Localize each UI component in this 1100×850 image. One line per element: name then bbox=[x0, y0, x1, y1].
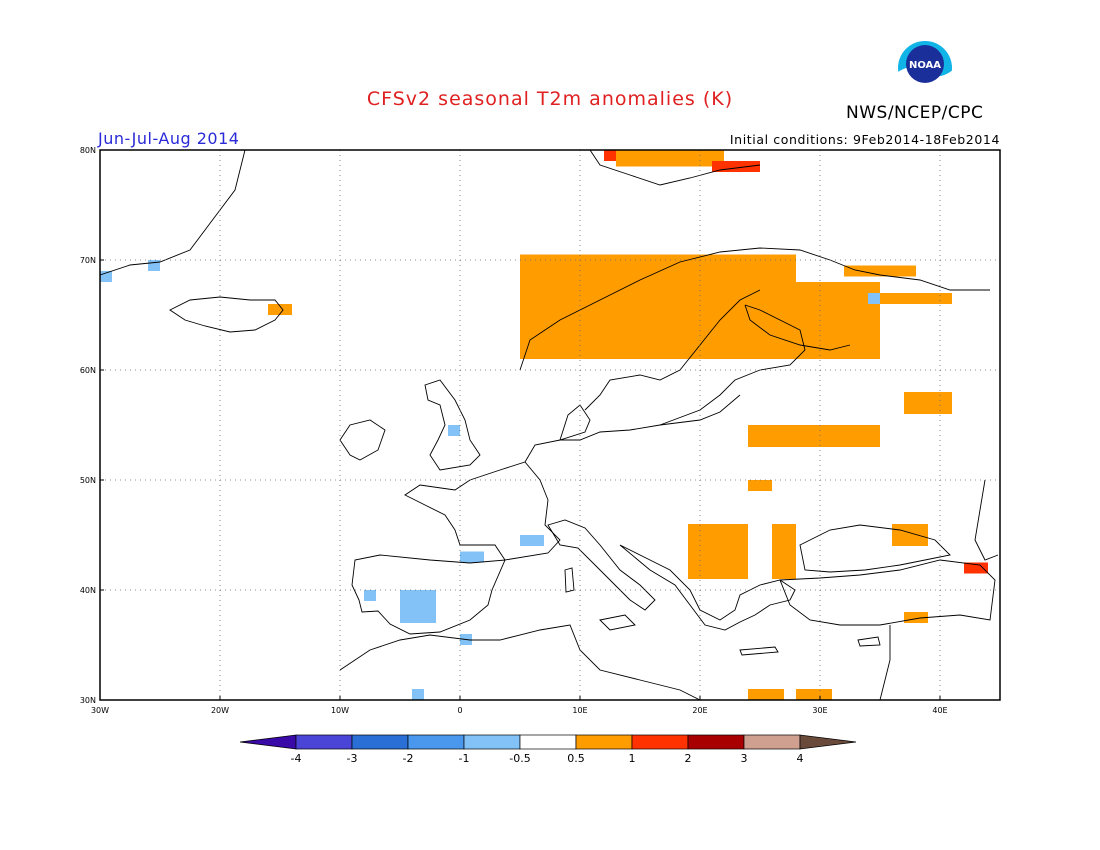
colorbar-label: 0.5 bbox=[567, 752, 585, 765]
anomaly-cell bbox=[904, 392, 952, 414]
anomaly-cell bbox=[616, 150, 724, 167]
anomaly-cell bbox=[868, 293, 880, 304]
colorbar-label: 3 bbox=[741, 752, 748, 765]
sicily-coast bbox=[599, 614, 636, 631]
colorbar-label: -4 bbox=[291, 752, 302, 765]
anomaly-cell bbox=[604, 150, 616, 161]
denmark-coast bbox=[559, 404, 591, 441]
anomaly-cell bbox=[892, 524, 928, 546]
anomaly-cell bbox=[748, 425, 880, 447]
north-sea-coast bbox=[524, 394, 741, 463]
lat-tick-label: 30N bbox=[80, 696, 96, 705]
anomaly-cell bbox=[100, 271, 112, 282]
colorbar-label: -2 bbox=[403, 752, 414, 765]
map-frame bbox=[99, 149, 1001, 701]
colorbar-label: 4 bbox=[797, 752, 804, 765]
anomaly-cell bbox=[964, 562, 988, 574]
anomaly-cell bbox=[712, 161, 760, 172]
coastlines bbox=[100, 150, 999, 700]
turkey-coast bbox=[779, 559, 996, 626]
chart-title: CFSv2 seasonal T2m anomalies (K) bbox=[366, 88, 734, 110]
iberia-coast bbox=[351, 554, 506, 635]
graticule bbox=[100, 150, 1000, 700]
lat-tick-label: 70N bbox=[80, 256, 96, 265]
colorbar-label: -0.5 bbox=[509, 752, 530, 765]
italy-coast bbox=[547, 519, 656, 611]
colorbar-label: -1 bbox=[459, 752, 470, 765]
anomaly-cell bbox=[748, 480, 772, 491]
colorbar-segment bbox=[687, 734, 745, 750]
anomaly-cell bbox=[772, 524, 796, 579]
lat-tick-label: 60N bbox=[80, 366, 96, 375]
britain-coast bbox=[424, 379, 481, 471]
anomaly-cell bbox=[460, 551, 484, 563]
colorbar-segment bbox=[407, 734, 465, 750]
colorbar-arrow-low bbox=[239, 734, 297, 750]
anomaly-cell bbox=[796, 689, 832, 700]
colorbar-segment bbox=[519, 734, 577, 750]
black-sea-coast bbox=[799, 524, 951, 573]
anomaly-cell bbox=[400, 590, 436, 623]
north-africa-coast bbox=[339, 624, 701, 700]
lon-tick-label: 20W bbox=[211, 706, 229, 715]
anomaly-cell bbox=[880, 293, 952, 304]
organization-label: NWS/NCEP/CPC bbox=[846, 103, 984, 123]
season-label: Jun-Jul-Aug 2014 bbox=[98, 129, 240, 148]
finland-coast bbox=[744, 304, 851, 351]
ireland-coast bbox=[339, 419, 386, 461]
colorbar-segment bbox=[463, 734, 521, 750]
lon-tick-label: 20E bbox=[692, 706, 707, 715]
france-coast bbox=[404, 461, 561, 561]
anomaly-cell bbox=[796, 282, 880, 359]
colorbar-segment bbox=[295, 734, 353, 750]
colorbar-segment bbox=[631, 734, 689, 750]
colorbar-arrow-high bbox=[799, 734, 857, 750]
colorbar-segment bbox=[351, 734, 409, 750]
anomaly-cell bbox=[268, 304, 292, 315]
lon-tick-label: 10E bbox=[572, 706, 587, 715]
initial-conditions-label: Initial conditions: 9Feb2014-18Feb2014 bbox=[729, 132, 1000, 147]
anomaly-cell bbox=[520, 535, 544, 546]
lat-tick-label: 40N bbox=[80, 586, 96, 595]
axis-tick-labels: 30W 20W 10W 0 10E 20E 30E 40E 30N 40N 50N 60N 70N 80N bbox=[80, 146, 948, 715]
colorbar-label: -3 bbox=[347, 752, 358, 765]
colorbar-segment bbox=[743, 734, 801, 750]
crete-coast bbox=[739, 646, 779, 656]
colorbar-label: 1 bbox=[629, 752, 636, 765]
anomaly-cell bbox=[688, 524, 748, 579]
colorbar: -4 -3 -2 -1 -0.5 0.5 1 2 3 4 bbox=[239, 734, 857, 765]
sweden-coast bbox=[584, 289, 761, 411]
lon-tick-label: 30W bbox=[91, 706, 109, 715]
svg-text:NOAA: NOAA bbox=[909, 60, 941, 71]
anomaly-cell bbox=[364, 590, 376, 601]
colorbar-label: 2 bbox=[685, 752, 692, 765]
scandinavia-coast bbox=[519, 247, 990, 371]
greenland-coast bbox=[100, 150, 246, 276]
lon-tick-label: 40E bbox=[932, 706, 947, 715]
colorbar-segment bbox=[575, 734, 633, 750]
anomaly-cell bbox=[412, 689, 424, 700]
anomaly-cell bbox=[520, 254, 796, 359]
baltic-coast bbox=[659, 304, 806, 426]
noaa-logo: NOAA bbox=[893, 40, 963, 103]
sardinia-coast bbox=[564, 567, 575, 593]
anomaly-cells bbox=[100, 150, 988, 700]
lon-tick-label: 30E bbox=[812, 706, 827, 715]
iceland-coast bbox=[169, 296, 284, 333]
cyprus-coast bbox=[857, 636, 881, 647]
lon-tick-label: 0 bbox=[457, 706, 462, 715]
anomaly-cell bbox=[748, 689, 784, 700]
anomaly-cell bbox=[904, 612, 928, 623]
lat-tick-label: 80N bbox=[80, 146, 96, 155]
svalbard-coast bbox=[589, 150, 761, 186]
anomaly-cell bbox=[148, 260, 160, 271]
levant-coast bbox=[879, 625, 891, 700]
caspian-coast bbox=[974, 479, 999, 561]
anomaly-cell bbox=[448, 425, 460, 436]
lat-tick-label: 50N bbox=[80, 476, 96, 485]
anomaly-cell bbox=[844, 265, 916, 277]
lon-tick-label: 10W bbox=[331, 706, 349, 715]
